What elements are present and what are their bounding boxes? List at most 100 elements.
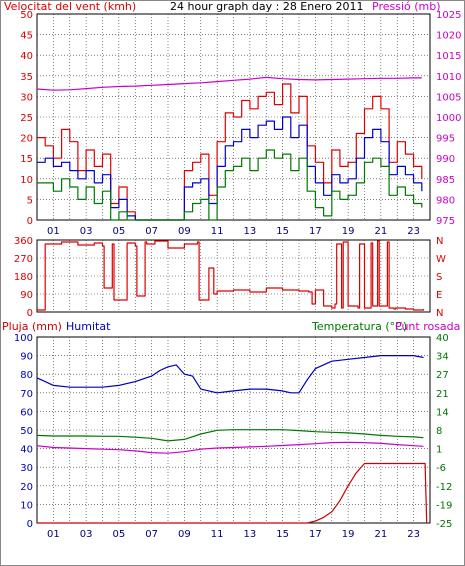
y-tick-label: 360 [14, 236, 33, 247]
y2-tick-label: -19 [436, 500, 452, 511]
y2-tick-label: 985 [436, 175, 455, 186]
x-tick-label: 13 [244, 529, 257, 540]
bottom-time-axis-ticks: 01 03 05 07 09 11 13 15 17 19 21 23 [47, 529, 420, 540]
y2-tick-label: 14 [436, 407, 449, 418]
x-tick-label: 03 [80, 226, 93, 237]
y2-tick-label: N [436, 236, 443, 247]
y-tick-label: 40 [20, 445, 33, 456]
x-tick-label: 11 [211, 226, 224, 237]
y-tick-label: 70 [20, 389, 33, 400]
x-tick-label: 21 [375, 226, 388, 237]
y-tick-label: 10 [20, 500, 33, 511]
x-tick-label: 13 [244, 226, 257, 237]
y-tick-label: 60 [20, 407, 33, 418]
y2-tick-label: 34 [436, 352, 449, 363]
x-tick-label: 23 [407, 529, 420, 540]
y-tick-label: 80 [20, 370, 33, 381]
y-tick-label: 30 [20, 463, 33, 474]
y-tick-label: 0 [27, 308, 33, 319]
wind-axis-title: Velocitat del vent (kmh) [4, 0, 136, 13]
y2-tick-label: 1025 [436, 10, 461, 21]
y-tick-label: 10 [20, 175, 33, 186]
y2-tick-label: 40 [436, 333, 449, 344]
y2-tick-label: 1005 [436, 92, 461, 103]
x-tick-label: 07 [145, 529, 158, 540]
wind-pressure-grid [37, 14, 430, 220]
y-tick-label: 5 [27, 195, 33, 206]
y2-tick-label: 21 [436, 389, 449, 400]
x-tick-label: 17 [309, 529, 322, 540]
x-tick-label: 09 [178, 529, 191, 540]
x-tick-label: 01 [47, 226, 60, 237]
x-tick-label: 15 [276, 226, 289, 237]
y-tick-label: 35 [20, 72, 33, 83]
y2-tick-label: N [436, 308, 443, 319]
degrees-axis-ticks: 0 90 180 270 360 [14, 236, 33, 319]
y2-tick-label: 980 [436, 195, 455, 206]
y-tick-label: 20 [20, 134, 33, 145]
y2-tick-label: 995 [436, 134, 455, 145]
top-time-axis-ticks: 01 03 05 07 09 11 13 15 17 19 21 23 [47, 226, 420, 237]
y-tick-label: 100 [14, 333, 33, 344]
wind-axis-ticks: 0 5 10 15 20 25 30 35 40 45 50 [20, 10, 33, 227]
series-line-temperatura-c- [36, 429, 424, 442]
y2-tick-label: 975 [436, 216, 455, 227]
pressure-axis-title: Pressió (mb) [372, 0, 441, 13]
series-line-chart1-0 [37, 240, 425, 311]
humidity-axis-title: Humitat [66, 320, 111, 333]
dewpoint-axis-title: Punt rosada [395, 320, 460, 333]
rain-humidity-axis-ticks: 0 10 20 30 40 50 60 70 80 90 100 [14, 333, 33, 530]
wind-pressure-series [36, 76, 423, 221]
y2-tick-label: -6 [436, 463, 446, 474]
y-tick-label: 180 [14, 272, 33, 283]
x-tick-label: 07 [145, 226, 158, 237]
y-tick-label: 30 [20, 92, 33, 103]
series-line-pluja-mm- [37, 462, 428, 524]
y2-tick-label: 1000 [436, 113, 461, 124]
series-line-punt-rosada [36, 441, 424, 454]
x-tick-label: 17 [309, 226, 322, 237]
y-tick-label: 0 [27, 519, 33, 530]
y-tick-label: 0 [27, 216, 33, 227]
pressure-axis-ticks: 975 980 985 990 995 1000 1005 1010 1015 1020 1025 [436, 10, 461, 227]
rain-humidity-temp-series [36, 355, 428, 524]
x-tick-label: 09 [178, 226, 191, 237]
series-line-pressi-mb- [36, 76, 422, 91]
temperature-axis-title: Temperatura (°C) [311, 320, 407, 333]
x-tick-label: 03 [80, 529, 93, 540]
y2-tick-label: 1020 [436, 31, 461, 42]
y-tick-label: 15 [20, 154, 33, 165]
y-tick-label: 40 [20, 51, 33, 62]
y2-tick-label: 1 [436, 445, 442, 456]
y-tick-label: 90 [20, 352, 33, 363]
temperature-axis-ticks: -25 -19 -12 -6 1 8 14 21 27 34 40 [436, 333, 452, 530]
chart-title: 24 hour graph day : 28 Enero 2011 [170, 0, 364, 13]
y2-tick-label: 990 [436, 154, 455, 165]
series-line-velocitat-del-vent-kmh- [37, 83, 423, 221]
series-line-chart0-1 [37, 116, 423, 221]
y-tick-label: 20 [20, 482, 33, 493]
y2-tick-label: 8 [436, 426, 442, 437]
y2-tick-label: S [436, 272, 442, 283]
y2-tick-label: 1015 [436, 51, 461, 62]
x-tick-label: 21 [375, 529, 388, 540]
y2-tick-label: 27 [436, 370, 449, 381]
x-tick-label: 05 [113, 226, 126, 237]
x-tick-label: 15 [276, 529, 289, 540]
y2-tick-label: -12 [436, 482, 452, 493]
y-tick-label: 270 [14, 254, 33, 265]
series-line-humitat [36, 355, 424, 394]
y2-tick-label: E [436, 290, 442, 301]
x-tick-label: 11 [211, 529, 224, 540]
y-tick-label: 50 [20, 10, 33, 21]
x-tick-label: 05 [113, 529, 126, 540]
y-tick-label: 90 [20, 290, 33, 301]
x-tick-label: 19 [342, 529, 355, 540]
y-tick-label: 45 [20, 31, 33, 42]
y2-tick-label: 1010 [436, 72, 461, 83]
y-tick-label: 50 [20, 426, 33, 437]
x-tick-label: 23 [407, 226, 420, 237]
